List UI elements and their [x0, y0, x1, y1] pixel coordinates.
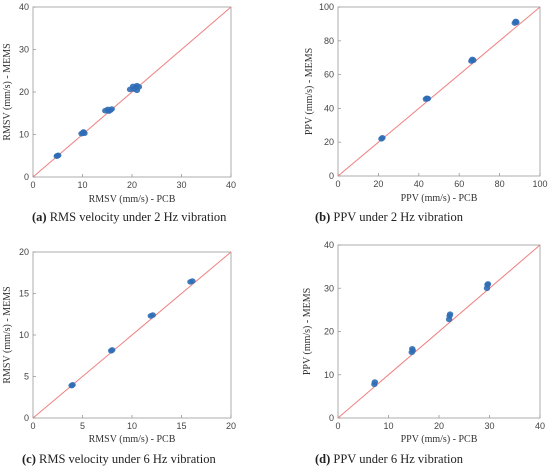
panel-c-x-tick-label: 20 — [226, 421, 236, 431]
panel-b: 0 20 40 60 80 100 0 20 40 60 80 100 PPV (mm/s) - PCB… — [304, 2, 548, 224]
panel-c-y-tick-label: 0 — [24, 413, 29, 423]
panel-d-data-point — [409, 347, 416, 354]
panel-a-reference-line — [32, 6, 232, 178]
panel-d-caption-text: PPV under 6 Hz vibration — [330, 452, 463, 466]
panel-b-reference-line — [337, 6, 541, 177]
panel-a-x-tick-label: 10 — [77, 180, 87, 190]
panel-c-caption-text: RMS velocity under 6 Hz vibration — [36, 452, 217, 466]
panel-c-x-tick-label: 15 — [176, 421, 186, 431]
panel-a-y-tick-label: 40 — [19, 2, 29, 12]
panel-a-data-point — [130, 86, 138, 92]
panel-a-caption-label: (a) — [32, 210, 47, 224]
panel-d-y-axis-label: PPV (mm/s) - MEMS — [302, 288, 313, 375]
panel-b-x-tick-label: 0 — [335, 179, 340, 189]
panel-b-x-axis-label: PPV (mm/s) - PCB — [401, 193, 478, 204]
panel-a-y-tick-label: 10 — [19, 130, 29, 140]
panel-a-data-point — [80, 129, 87, 135]
panel-b-y-tick-label: 60 — [324, 70, 334, 80]
panel-a-x-tick-label: 20 — [127, 180, 137, 190]
panel-d-x-tick-label: 10 — [383, 421, 393, 431]
panel-b-data-point — [513, 19, 520, 26]
panel-a-x-tick-label: 40 — [226, 180, 236, 190]
panel-c-data-point — [149, 312, 156, 318]
panel-a-y-axis-label: RMSV (mm/s) - MEMS — [2, 43, 13, 140]
panel-d-y-tick-label: 40 — [324, 240, 334, 250]
panel-c-data-point — [69, 382, 76, 388]
panel-b-x-tick-label: 80 — [495, 179, 505, 189]
panel-c-y-axis-label: RMSV (mm/s) - MEMS — [2, 286, 13, 383]
panel-d-x-tick-label: 30 — [484, 421, 494, 431]
panel-d-caption-label: (d) — [315, 452, 330, 466]
panel-c-x-tick-label: 10 — [127, 421, 137, 431]
panel-a-y-tick-label: 20 — [19, 87, 29, 97]
panel-a-x-tick-label: 30 — [176, 180, 186, 190]
panel-c-caption: (c) RMS velocity under 6 Hz vibration — [22, 452, 216, 466]
panel-a-data-point — [54, 152, 61, 159]
panel-c-data-point — [109, 347, 116, 353]
panel-d: 0 10 20 30 40 0 10 20 30 40 PPV (mm/s) - PCB PPV (m… — [302, 240, 545, 466]
panel-b-y-tick-label: 80 — [324, 36, 334, 46]
panel-b-y-axis-label: PPV (mm/s) - MEMS — [304, 48, 315, 135]
panel-a: 0 10 20 30 40 0 10 20 30 40 RMSV (mm/s) - PCB RMSV … — [2, 2, 236, 224]
panel-a-x-axis-label: RMSV (mm/s) - PCB — [89, 194, 176, 205]
panel-c-y-tick-label: 5 — [24, 372, 29, 382]
panel-d-caption: (d) PPV under 6 Hz vibration — [315, 452, 464, 466]
panel-b-caption: (b) PPV under 2 Hz vibration — [315, 210, 464, 224]
panel-b-y-tick-label: 20 — [324, 137, 334, 147]
panel-c-x-tick-label: 0 — [30, 421, 35, 431]
panel-a-y-tick-label: 30 — [19, 45, 29, 55]
panel-c-reference-line — [32, 251, 232, 419]
panel-c-x-axis-label: RMSV (mm/s) - PCB — [89, 434, 176, 445]
panel-d-x-tick-label: 20 — [434, 421, 444, 431]
panel-d-y-tick-label: 20 — [324, 327, 334, 337]
panel-c-y-tick-label: 20 — [19, 247, 29, 257]
panel-a-caption-text: RMS velocity under 2 Hz vibration — [47, 210, 228, 224]
panel-b-caption-text: PPV under 2 Hz vibration — [330, 210, 463, 224]
panel-b-y-tick-label: 40 — [324, 103, 334, 113]
panel-b-x-tick-label: 20 — [373, 179, 383, 189]
panel-d-x-tick-label: 0 — [335, 421, 340, 431]
panel-d-data-point — [446, 311, 454, 318]
panel-b-caption-label: (b) — [315, 210, 330, 224]
panel-d-reference-line — [337, 244, 541, 419]
panel-b-data-point — [379, 135, 386, 141]
panel-d-data-point — [484, 281, 492, 287]
panel-c-data-point — [189, 278, 196, 284]
panel-b-data-point — [470, 57, 477, 64]
panel-c-x-tick-label: 5 — [80, 421, 85, 431]
panel-b-y-tick-label: 0 — [329, 171, 334, 181]
panel-c-y-tick-label: 15 — [19, 289, 29, 299]
panel-b-x-tick-label: 60 — [454, 179, 464, 189]
panel-d-y-tick-label: 10 — [324, 370, 334, 380]
panel-c: 0 5 10 15 20 0 5 10 15 20 RMSV (mm/s) - PCB RMSV (m… — [2, 247, 236, 466]
panel-b-x-tick-label: 40 — [414, 179, 424, 189]
panel-b-plot-frame — [337, 6, 541, 177]
panel-a-caption: (a) RMS velocity under 2 Hz vibration — [32, 210, 227, 224]
panel-a-data-point — [105, 108, 112, 114]
panel-d-x-axis-label: PPV (mm/s) - PCB — [401, 434, 478, 445]
panel-b-data-point — [424, 95, 432, 102]
panel-d-y-tick-label: 0 — [329, 413, 334, 423]
panel-c-caption-label: (c) — [22, 452, 36, 466]
panel-b-y-tick-label: 100 — [319, 2, 334, 12]
panel-a-y-tick-label: 0 — [24, 172, 29, 182]
panel-c-y-tick-label: 10 — [19, 330, 29, 340]
panel-d-x-tick-label: 40 — [535, 421, 545, 431]
panel-d-data-point — [371, 379, 379, 385]
panel-a-x-tick-label: 0 — [30, 180, 35, 190]
panel-d-y-tick-label: 30 — [324, 283, 334, 293]
panel-b-x-tick-label: 100 — [532, 179, 547, 189]
